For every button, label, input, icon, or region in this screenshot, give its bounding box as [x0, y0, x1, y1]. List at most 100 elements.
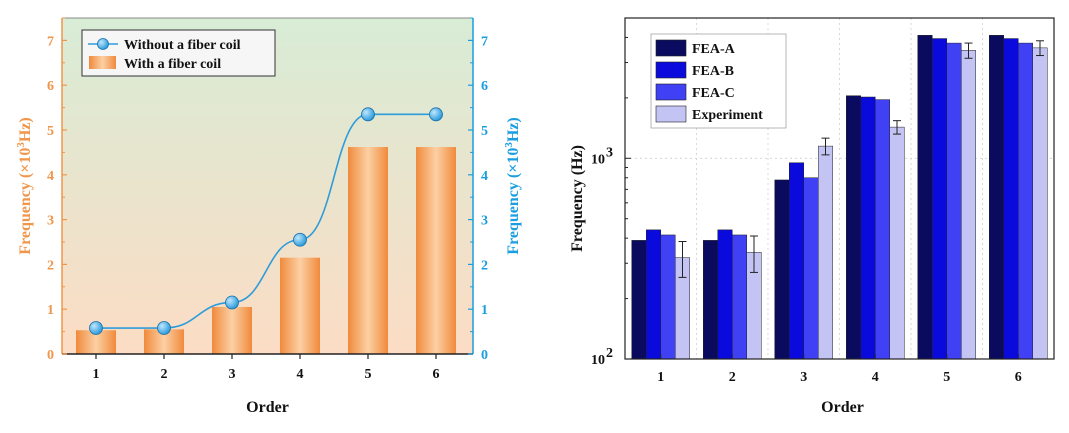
- left-x-tick-label: 5: [365, 367, 372, 382]
- legend-label-experiment: Experiment: [692, 108, 763, 123]
- bar-fea-c-3: [803, 177, 819, 360]
- left-y2-tick-label: 0: [481, 348, 488, 363]
- left-bars: [76, 147, 456, 354]
- right-y-tick-exponent: 3: [606, 145, 613, 160]
- legend-label-without-coil: Without a fiber coil: [124, 38, 241, 53]
- left-y2-tick-label: 7: [481, 34, 488, 49]
- bar-fea-b-3: [789, 162, 804, 360]
- left-y2-tick-label: 5: [481, 124, 488, 139]
- right-x-tick-label: 1: [657, 370, 664, 385]
- point-without-coil-2: [157, 321, 171, 335]
- left-chart: 0 0 1 1 2 2 3 3 4 4 5 5 6 6 7 7 1 2 3 4 5 6 Order Frequency (…: [15, 17, 522, 416]
- point-without-coil-4: [293, 232, 307, 247]
- left-legend: Without a fiber coil With a fiber coil: [81, 29, 276, 77]
- right-x-tick-label: 5: [943, 370, 950, 385]
- legend-bar-swatch: [89, 56, 116, 69]
- bar-with-coil-1: [76, 330, 116, 354]
- left-y2-tick-label: 2: [481, 258, 488, 273]
- bar-experiment-6: [1032, 47, 1048, 360]
- left-y-title-sup: 3: [15, 142, 27, 148]
- right-frame: [624, 17, 1055, 360]
- bar-fea-b-2: [717, 229, 733, 360]
- left-axes: 0 0 1 1 2 2 3 3 4 4 5 5 6 6 7 7 1 2 3 4 5 6: [47, 17, 488, 382]
- left-y2-title-prefix: Frequency (×10: [505, 148, 522, 255]
- left-y-tick-label: 5: [47, 124, 54, 139]
- tick-base: 10: [591, 152, 605, 167]
- left-y2-title-suffix: Hz): [505, 117, 522, 142]
- right-chart: 10 210 31 2 3 4 5 6 Order Frequency (Hz) FEA-AF…: [569, 17, 1055, 416]
- right-y-axis-title: Frequency (Hz): [569, 145, 586, 252]
- point-without-coil-5: [361, 107, 375, 122]
- legend-label-with-coil: With a fiber coil: [124, 57, 221, 72]
- bar-fea-b-6: [1003, 38, 1019, 360]
- left-y-title-suffix: Hz): [17, 117, 34, 142]
- legend-swatch-experiment: [655, 105, 687, 123]
- legend-label-fea-a: FEA-A: [692, 42, 736, 57]
- point-without-coil-1: [89, 321, 103, 335]
- left-y2-title-sup: 3: [503, 142, 515, 148]
- left-y-tick-label: 1: [47, 303, 54, 318]
- left-x-tick-label: 3: [229, 367, 236, 382]
- left-y2-tick-label: 4: [481, 169, 488, 184]
- left-y-tick-label: 0: [47, 348, 54, 363]
- bar-fea-c-5: [946, 42, 962, 360]
- legend-swatch-fea-a: [655, 39, 687, 57]
- right-legend: FEA-A FEA-B FEA-C Experiment: [650, 33, 787, 129]
- right-x-tick-label: 3: [800, 370, 807, 385]
- bar-experiment-4: [889, 126, 905, 360]
- right-axes: 10 210 31 2 3 4 5 6: [591, 17, 1055, 385]
- bar-fea-b-5: [932, 38, 947, 360]
- right-y-tick-exponent: 2: [606, 346, 613, 361]
- right-y-tick-label: 10: [591, 152, 605, 167]
- left-y2-tick-label: 6: [481, 79, 488, 94]
- left-line-series: [89, 107, 443, 335]
- tick-base: 10: [591, 353, 605, 368]
- right-y-tick-label: 10: [591, 353, 605, 368]
- bar-with-coil-3: [212, 306, 252, 354]
- left-y-tick-label: 2: [47, 258, 54, 273]
- right-y-axis-title-left-chart: Frequency (×103Hz): [503, 117, 522, 254]
- legend-swatch-fea-b: [655, 61, 687, 79]
- left-y-axis-title: Frequency (×103Hz): [15, 117, 34, 254]
- left-y-tick-label: 7: [47, 34, 54, 49]
- left-x-tick-label: 4: [297, 367, 304, 382]
- bar-experiment-5: [961, 50, 976, 360]
- point-without-coil-3: [225, 295, 239, 310]
- bar-fea-c-2: [732, 234, 747, 360]
- bar-with-coil-4: [280, 257, 320, 354]
- bar-experiment-3: [818, 145, 833, 360]
- left-y-title-prefix: Frequency (×10: [17, 148, 34, 255]
- left-y-tick-label: 4: [47, 169, 54, 184]
- right-x-tick-label: 4: [872, 370, 879, 385]
- bar-fea-a-1: [631, 240, 647, 360]
- bar-fea-a-2: [703, 240, 718, 360]
- left-x-tick-label: 1: [93, 367, 100, 382]
- right-x-axis-title: Order: [821, 399, 864, 416]
- bar-fea-c-1: [660, 234, 676, 360]
- bar-fea-b-1: [646, 229, 661, 360]
- bar-fea-a-3: [774, 179, 790, 360]
- legend-label-fea-c: FEA-C: [692, 86, 735, 101]
- bar-fea-a-4: [846, 95, 861, 360]
- left-y-tick-label: 3: [47, 214, 54, 229]
- bar-with-coil-5: [348, 147, 388, 354]
- bar-fea-a-5: [917, 35, 933, 360]
- legend-swatch-fea-c: [655, 83, 687, 101]
- bar-fea-a-6: [989, 35, 1004, 360]
- left-legend-box: [81, 29, 276, 77]
- legend-label-fea-b: FEA-B: [692, 64, 734, 79]
- left-x-tick-label: 6: [433, 367, 440, 382]
- left-x-tick-label: 2: [161, 367, 168, 382]
- right-bars: [631, 35, 1048, 360]
- legend-marker-swatch: [97, 38, 109, 50]
- bar-fea-c-4: [875, 99, 890, 360]
- right-x-tick-label: 2: [729, 370, 736, 385]
- point-without-coil-6: [429, 107, 443, 122]
- left-y-tick-label: 6: [47, 79, 54, 94]
- bar-with-coil-6: [416, 147, 456, 354]
- right-x-tick-label: 6: [1015, 370, 1022, 385]
- bar-fea-b-4: [860, 96, 876, 360]
- left-y2-tick-label: 1: [481, 303, 488, 318]
